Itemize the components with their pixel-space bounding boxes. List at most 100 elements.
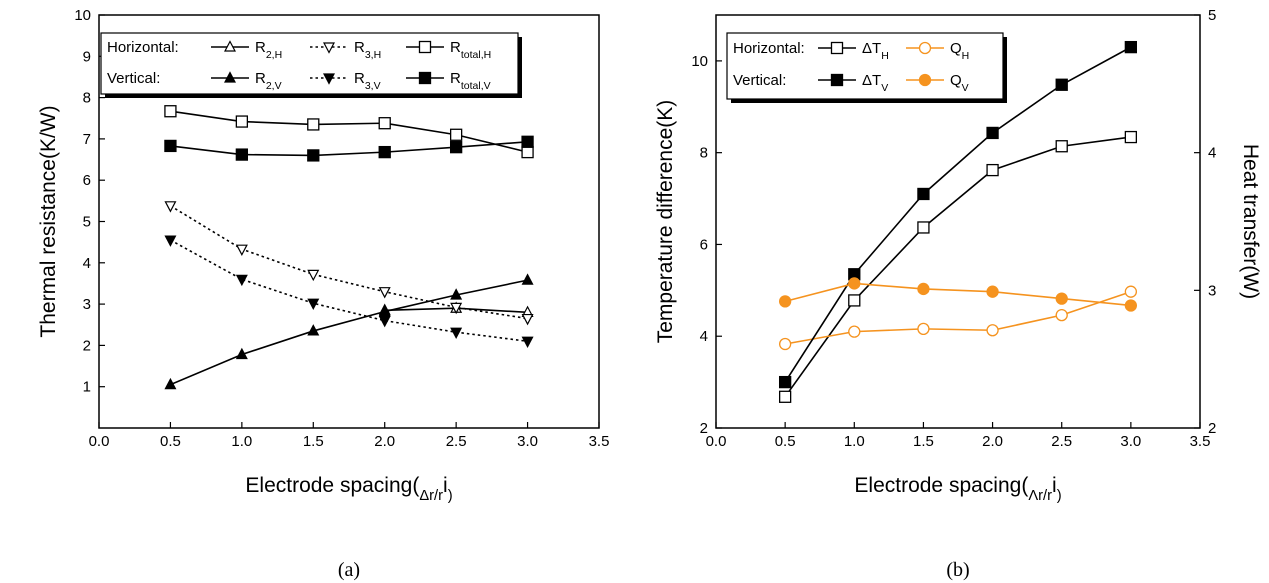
data-point <box>307 149 320 162</box>
y-tick-label: 3 <box>83 296 91 313</box>
x-tick-label: 1.0 <box>844 433 865 450</box>
data-point <box>450 288 463 300</box>
panel-label: (b) <box>946 559 969 581</box>
data-point <box>917 322 930 336</box>
x-tick-label: 0.0 <box>706 433 727 450</box>
data-point <box>450 327 463 339</box>
data-point <box>1055 292 1068 305</box>
y-axis: 2 4 6 8 10 <box>691 53 722 437</box>
x-tick-label: 3.0 <box>1120 433 1141 450</box>
legend-marker <box>224 71 236 83</box>
data-point <box>235 115 249 128</box>
series-4 <box>164 235 534 349</box>
x-tick-label: 0.5 <box>775 433 796 450</box>
y-axis: 1 2 3 4 5 6 7 8 9 10 <box>74 7 105 396</box>
data-point <box>1124 299 1138 312</box>
panel-label: (a) <box>338 559 360 581</box>
y-tick-label: 5 <box>83 214 91 231</box>
x-axis-label: Electrode spacing(Δr/ri) <box>245 474 452 504</box>
y2-tick-label: 2 <box>1208 420 1216 437</box>
legend-entry-label: Rtotal,H <box>450 39 491 61</box>
data-point <box>917 221 930 234</box>
legend-marker <box>323 73 335 85</box>
data-point <box>307 118 320 131</box>
data-point <box>1055 140 1068 153</box>
x-axis: 0.0 0.5 1.0 1.5 2.0 2.5 3.0 3.5 <box>706 422 1210 450</box>
series-line <box>170 205 528 320</box>
series-3 <box>778 277 1138 312</box>
y-tick-label: 7 <box>83 131 91 148</box>
y-tick-label: 6 <box>83 172 91 189</box>
x-tick-label: 1.5 <box>913 433 934 450</box>
data-point <box>449 141 463 154</box>
data-point <box>778 337 792 351</box>
y-tick-label: 4 <box>700 328 708 345</box>
legend-marker <box>918 41 932 55</box>
y-axis-label: Thermal resistance(K/W) <box>37 105 60 337</box>
data-point <box>848 294 861 307</box>
y-tick-label: 2 <box>83 337 91 354</box>
legend-box <box>100 32 519 95</box>
data-point <box>307 324 320 336</box>
data-point <box>164 235 177 247</box>
x-tick-label: 0.5 <box>160 433 181 450</box>
legend-entry-label: QV <box>950 72 969 94</box>
data-point <box>449 128 463 141</box>
series-5 <box>164 135 534 162</box>
series-line <box>170 110 528 153</box>
data-point <box>164 377 177 390</box>
x-axis: 0.0 0.5 1.0 1.5 2.0 2.5 3.0 3.5 <box>89 422 610 450</box>
x-tick-label: 2.5 <box>446 433 467 450</box>
x-tick-label: 3.5 <box>589 433 610 450</box>
legend-entry-label: Rtotal,V <box>450 70 491 92</box>
x-tick-label: 2.5 <box>1051 433 1072 450</box>
series-2 <box>778 40 1138 389</box>
data-point <box>521 273 534 285</box>
data-point <box>164 105 177 118</box>
data-point <box>521 145 534 159</box>
data-point <box>235 347 248 360</box>
data-point <box>848 277 861 290</box>
y-tick-label: 1 <box>83 379 91 396</box>
data-point <box>164 201 177 213</box>
legend-marker <box>918 73 932 87</box>
data-point <box>378 117 391 130</box>
legend-row-label: Horizontal: <box>733 40 805 57</box>
data-point <box>378 316 391 328</box>
y-tick-label: 4 <box>83 255 91 272</box>
legend-marker <box>323 42 335 54</box>
data-point <box>235 148 249 161</box>
legend: Horizontal: Vertical: ΔTH QH ΔTV QV <box>726 32 1007 103</box>
data-point <box>521 336 534 349</box>
legend-marker <box>830 73 844 87</box>
data-point <box>235 244 248 256</box>
legend: Horizontal: Vertical: R2,H R3,H Rtotal,H R2,V… <box>100 32 522 98</box>
y-tick-label: 6 <box>700 236 708 253</box>
data-point <box>307 269 320 282</box>
legend-marker <box>224 40 236 52</box>
legend-row-label: Horizontal: <box>107 39 179 56</box>
legend-row-label: Vertical: <box>107 70 160 87</box>
x-tick-label: 2.0 <box>982 433 1003 450</box>
x-axis-label: Electrode spacing(Λr/ri) <box>854 474 1061 504</box>
y2-axis: 2 3 4 5 <box>1194 7 1216 437</box>
data-point <box>378 287 391 299</box>
data-point <box>848 325 861 338</box>
series-line <box>784 282 1131 307</box>
y2-tick-label: 4 <box>1208 145 1216 162</box>
chart-panel-a: 0.0 0.5 1.0 1.5 2.0 2.5 3.0 3.5 1 2 3 4 5 6 7 8 9 10 Elect… <box>37 7 609 581</box>
series-2 <box>164 105 534 159</box>
series-3 <box>164 273 534 390</box>
legend-entry-label: ΔTV <box>862 72 888 94</box>
y2-axis-label: Heat transfer(W) <box>1239 144 1262 299</box>
legend-box <box>726 32 1004 100</box>
legend-entry-label: R3,H <box>354 39 381 61</box>
data-point <box>1124 40 1138 54</box>
data-point <box>235 274 248 287</box>
data-point <box>164 139 177 153</box>
data-point <box>778 390 792 403</box>
legend-marker <box>830 41 844 55</box>
series-line <box>170 239 528 343</box>
y-tick-label: 10 <box>74 7 91 24</box>
data-point <box>521 313 534 326</box>
